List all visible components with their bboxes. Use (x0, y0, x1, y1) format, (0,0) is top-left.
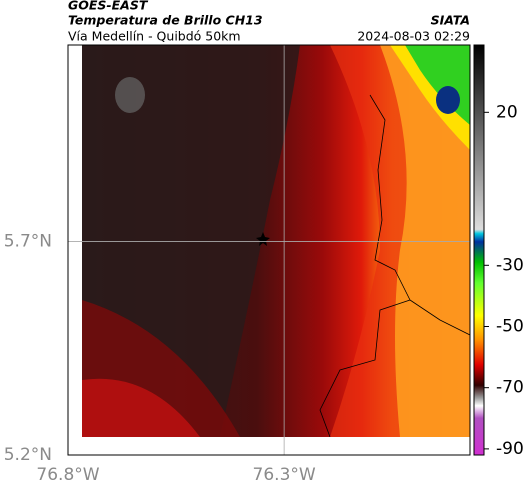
caption: Vía Medellín - Quibdó 50km (68, 29, 241, 44)
colorbar-tick-label: -70 (496, 378, 524, 398)
x-tick-label: 76.8°W (36, 465, 99, 485)
colorbar-tick-label: -30 (496, 255, 524, 275)
city-marker (256, 232, 270, 246)
source: SIATA (431, 13, 470, 28)
title: GOES-EAST (68, 0, 149, 13)
x-tick-label: 76.3°W (253, 465, 316, 485)
colorbar-tick-label: 20 (496, 102, 518, 122)
timestamp: 2024-08-03 02:29 (357, 29, 470, 44)
satellite-field (82, 45, 470, 437)
subtitle: Temperatura de Brillo CH13 (68, 13, 263, 28)
colorbar (473, 44, 485, 456)
colorbar-tick-label: -90 (496, 439, 524, 459)
y-tick-label: 5.2°N (4, 445, 52, 465)
colorbar-tick-label: -50 (496, 316, 524, 336)
ticks: 76.8°W 76.3°W 5.2°N 5.7°N 20 -30 -50 -70 -90 (4, 102, 524, 485)
map-frame (67, 44, 471, 456)
y-tick-label: 5.7°N (4, 231, 52, 251)
